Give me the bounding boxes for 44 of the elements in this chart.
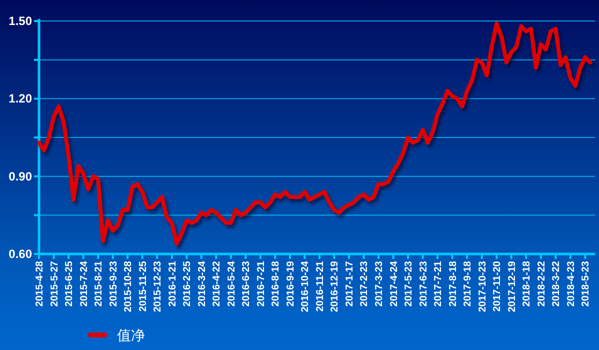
x-tick-label: 2015-10-28 (123, 260, 134, 312)
x-tick-label: 2016-2-25 (182, 260, 194, 307)
x-tick-label: 2015-11-25 (138, 260, 149, 312)
x-tick-label: 2016-1-21 (167, 260, 178, 307)
y-tick-label: 1.50 (8, 14, 32, 28)
x-tick-label: 2018-2-22 (536, 260, 548, 307)
x-tick-label: 2016-9-19 (285, 260, 296, 307)
x-tick-label: 2015-12-23 (152, 260, 164, 312)
x-tick-label: 2017-8-18 (448, 260, 459, 307)
x-tick-label: 2016-7-21 (256, 260, 267, 307)
x-tick-label: 2015-9-23 (108, 260, 120, 307)
x-tick-label: 2016-8-18 (270, 260, 282, 307)
x-tick-label: 2015-5-27 (49, 260, 60, 307)
x-tick-label: 2015-6-25 (64, 260, 76, 307)
line-series (37, 22, 592, 246)
x-tick-label: 2015-4-28 (34, 260, 46, 307)
x-tick-label: 2017-1-17 (344, 260, 356, 307)
x-tick-label: 2017-11-20 (492, 260, 504, 312)
x-tick-label: 2017-10-23 (477, 260, 488, 312)
y-tick-label: 1.20 (8, 92, 32, 106)
x-tick-label: 2016-10-24 (300, 260, 312, 312)
x-tick-label: 2016-5-24 (226, 260, 238, 307)
x-tick-label: 2017-12-19 (506, 260, 518, 312)
x-tick-label: 2017-6-23 (418, 260, 430, 307)
x-tick-label: 2015-8-21 (94, 260, 105, 307)
x-tick-label: 2018-4-23 (566, 260, 577, 307)
x-tick-label: 2016-11-21 (314, 260, 326, 312)
x-tick-label: 2016-12-19 (330, 260, 341, 312)
x-tick-label: 2016-6-23 (241, 260, 252, 307)
x-tick-label: 2018-3-22 (551, 260, 562, 307)
x-tick-label: 2016-4-22 (212, 260, 223, 307)
x-tick-label: 2017-5-23 (404, 260, 415, 307)
x-tick-label: 2018-5-23 (580, 260, 592, 307)
y-tick-label: 0.60 (8, 247, 32, 261)
x-tick-label: 2017-7-21 (433, 260, 444, 307)
y-tick-label: 0.90 (8, 169, 32, 184)
x-tick-label: 2017-4-24 (388, 260, 400, 307)
x-tick-label: 2017-3-23 (374, 260, 386, 307)
x-tick-label: 2017-2-23 (359, 260, 370, 307)
x-tick-label: 2015-7-24 (78, 260, 90, 307)
x-tick-label: 2018-1-18 (522, 260, 533, 307)
x-tick-label: 2016-3-24 (196, 260, 208, 307)
x-tick-label: 2017-9-18 (462, 260, 474, 307)
legend-label: 值净 (117, 328, 145, 344)
